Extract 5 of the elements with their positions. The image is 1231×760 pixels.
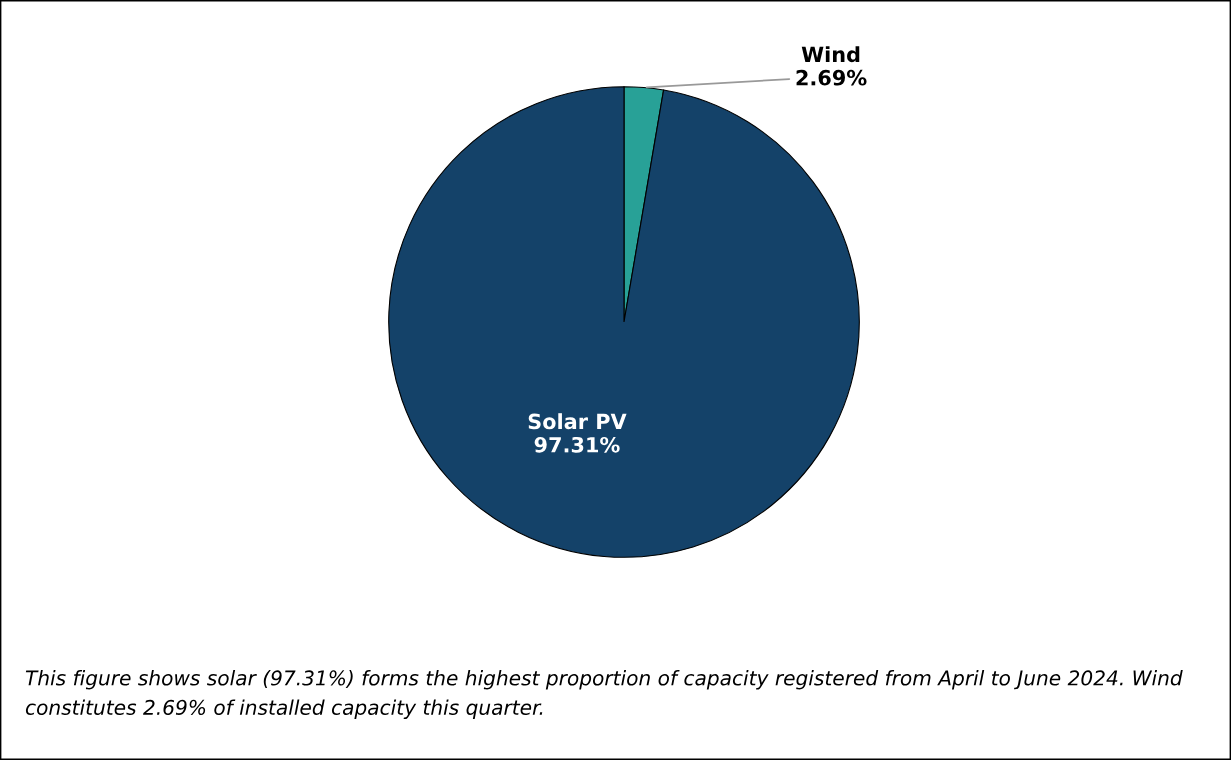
text: This figure shows solar (97.31%) forms the highest proportion of capacity registered from April to June 2024. Wind constitutes 2.69% of installed capacity this quarter. (25, 670, 1183, 719)
data-label: 2.69% (796, 69, 867, 86)
slice-label: Wind (801, 46, 860, 63)
slice-label: Solar PV (528, 413, 627, 430)
data-label: 97.31% (534, 436, 620, 453)
